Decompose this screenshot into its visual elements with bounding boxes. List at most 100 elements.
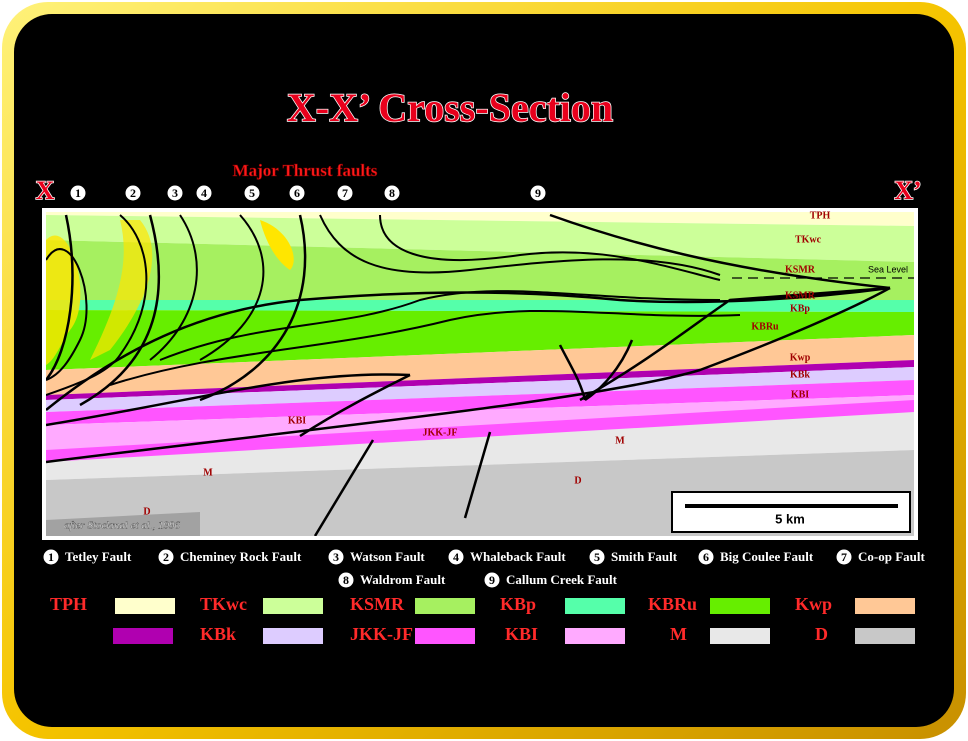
fault-line (46, 373, 411, 427)
section-start: X (36, 176, 55, 205)
layer (46, 310, 914, 370)
section (46, 212, 914, 536)
fault-number: 8 (389, 186, 395, 200)
legend-label: KBp (500, 594, 536, 614)
legend-label: TKwc (200, 594, 247, 614)
fault-name: Waldrom Fault (360, 572, 446, 587)
fault-marker (588, 548, 606, 566)
fault-marker (195, 184, 213, 202)
fault-number: 2 (163, 550, 169, 564)
citation: after Stockmal et al., 1996 (64, 520, 181, 532)
layer (46, 367, 914, 412)
fold-line (149, 214, 198, 361)
formation-label: KBp (790, 303, 810, 314)
fault-marker (697, 548, 715, 566)
fault-line (549, 213, 891, 290)
fold-line (109, 309, 741, 386)
legend-label: KBRu (648, 594, 697, 614)
fault-marker (243, 184, 261, 202)
legend-label: D (815, 624, 828, 644)
legend-swatch (415, 598, 475, 614)
formation-label: KSMR (785, 264, 816, 275)
legend-label: KSMR (350, 594, 405, 614)
layer (46, 400, 914, 462)
layer (46, 300, 914, 312)
fault-name: Whaleback Fault (470, 549, 566, 564)
scale-label: 5 km (775, 511, 805, 526)
fault-name: Callum Creek Fault (506, 572, 618, 587)
fault-number: 3 (333, 550, 339, 564)
fault-number: 1 (48, 550, 54, 564)
formation-label: TKwc (795, 234, 822, 245)
fault-number: 6 (703, 550, 709, 564)
fault-line (79, 214, 160, 407)
fault-line (46, 286, 891, 464)
formation-label: TPH (810, 210, 831, 221)
fold-line (319, 214, 721, 276)
fault-name: Smith Fault (611, 549, 678, 564)
fault-name: Big Coulee Fault (720, 549, 814, 564)
fault-marker (69, 184, 87, 202)
fold-fill (90, 220, 153, 360)
fault-name: Tetley Fault (65, 549, 132, 564)
fault-name: Cheminey Rock Fault (180, 549, 302, 564)
fold-line (46, 248, 88, 381)
scale-box (671, 491, 911, 533)
formation-label: KBI (288, 415, 306, 426)
fault-marker (529, 184, 547, 202)
fault-line (199, 214, 307, 402)
fault-number: 7 (841, 550, 847, 564)
fault-number: 9 (489, 573, 495, 587)
legend-swatch (263, 598, 323, 614)
layer (46, 212, 914, 226)
fault-name: Watson Fault (350, 549, 425, 564)
fault-number: 5 (249, 186, 255, 200)
fault-number: 9 (535, 186, 541, 200)
fold-line (199, 214, 265, 361)
fault-number: 1 (75, 186, 81, 200)
fault-number: 5 (594, 550, 600, 564)
fault-line (584, 339, 634, 402)
legend-label: TPH (50, 594, 87, 614)
fault-marker (337, 571, 355, 589)
fault-marker (288, 184, 306, 202)
formation-label: D (143, 506, 150, 517)
fault-line (463, 431, 492, 519)
fault-marker (483, 571, 501, 589)
fault-line (558, 344, 587, 401)
section-end: X’ (894, 176, 921, 205)
fold-line (379, 214, 721, 281)
formation-label: KBI (791, 389, 809, 400)
fault-number: 2 (130, 186, 136, 200)
fault-marker (327, 548, 345, 566)
fault-name: Co-op Fault (858, 549, 925, 564)
fault-marker (166, 184, 184, 202)
formation-label: M (615, 435, 625, 446)
fault-marker (336, 184, 354, 202)
fault-number: 3 (172, 186, 178, 200)
formation-label: KBk (790, 369, 810, 380)
legend-label: M (670, 624, 687, 644)
legend-label: KBI (505, 624, 538, 644)
fault-number: 4 (453, 550, 459, 564)
fault-line (46, 286, 891, 411)
formation-label: M (203, 467, 213, 478)
fault-line (46, 214, 74, 381)
legend-swatch (565, 598, 625, 614)
fault-number: 8 (343, 573, 349, 587)
formation-label: KSMR (785, 290, 816, 301)
fault-marker (383, 184, 401, 202)
fault-marker (447, 548, 465, 566)
legend-swatch (710, 628, 770, 644)
cite-shade (46, 512, 200, 536)
formation-label: JKK-JF (423, 427, 458, 438)
layer (46, 380, 914, 425)
fault-number: 6 (294, 186, 300, 200)
layer (46, 335, 914, 395)
fold-line (159, 290, 721, 361)
legend-swatch (565, 628, 625, 644)
legend-label: KBk (200, 624, 236, 644)
legend-label: Kwp (795, 594, 832, 614)
formation-label: D (574, 475, 581, 486)
